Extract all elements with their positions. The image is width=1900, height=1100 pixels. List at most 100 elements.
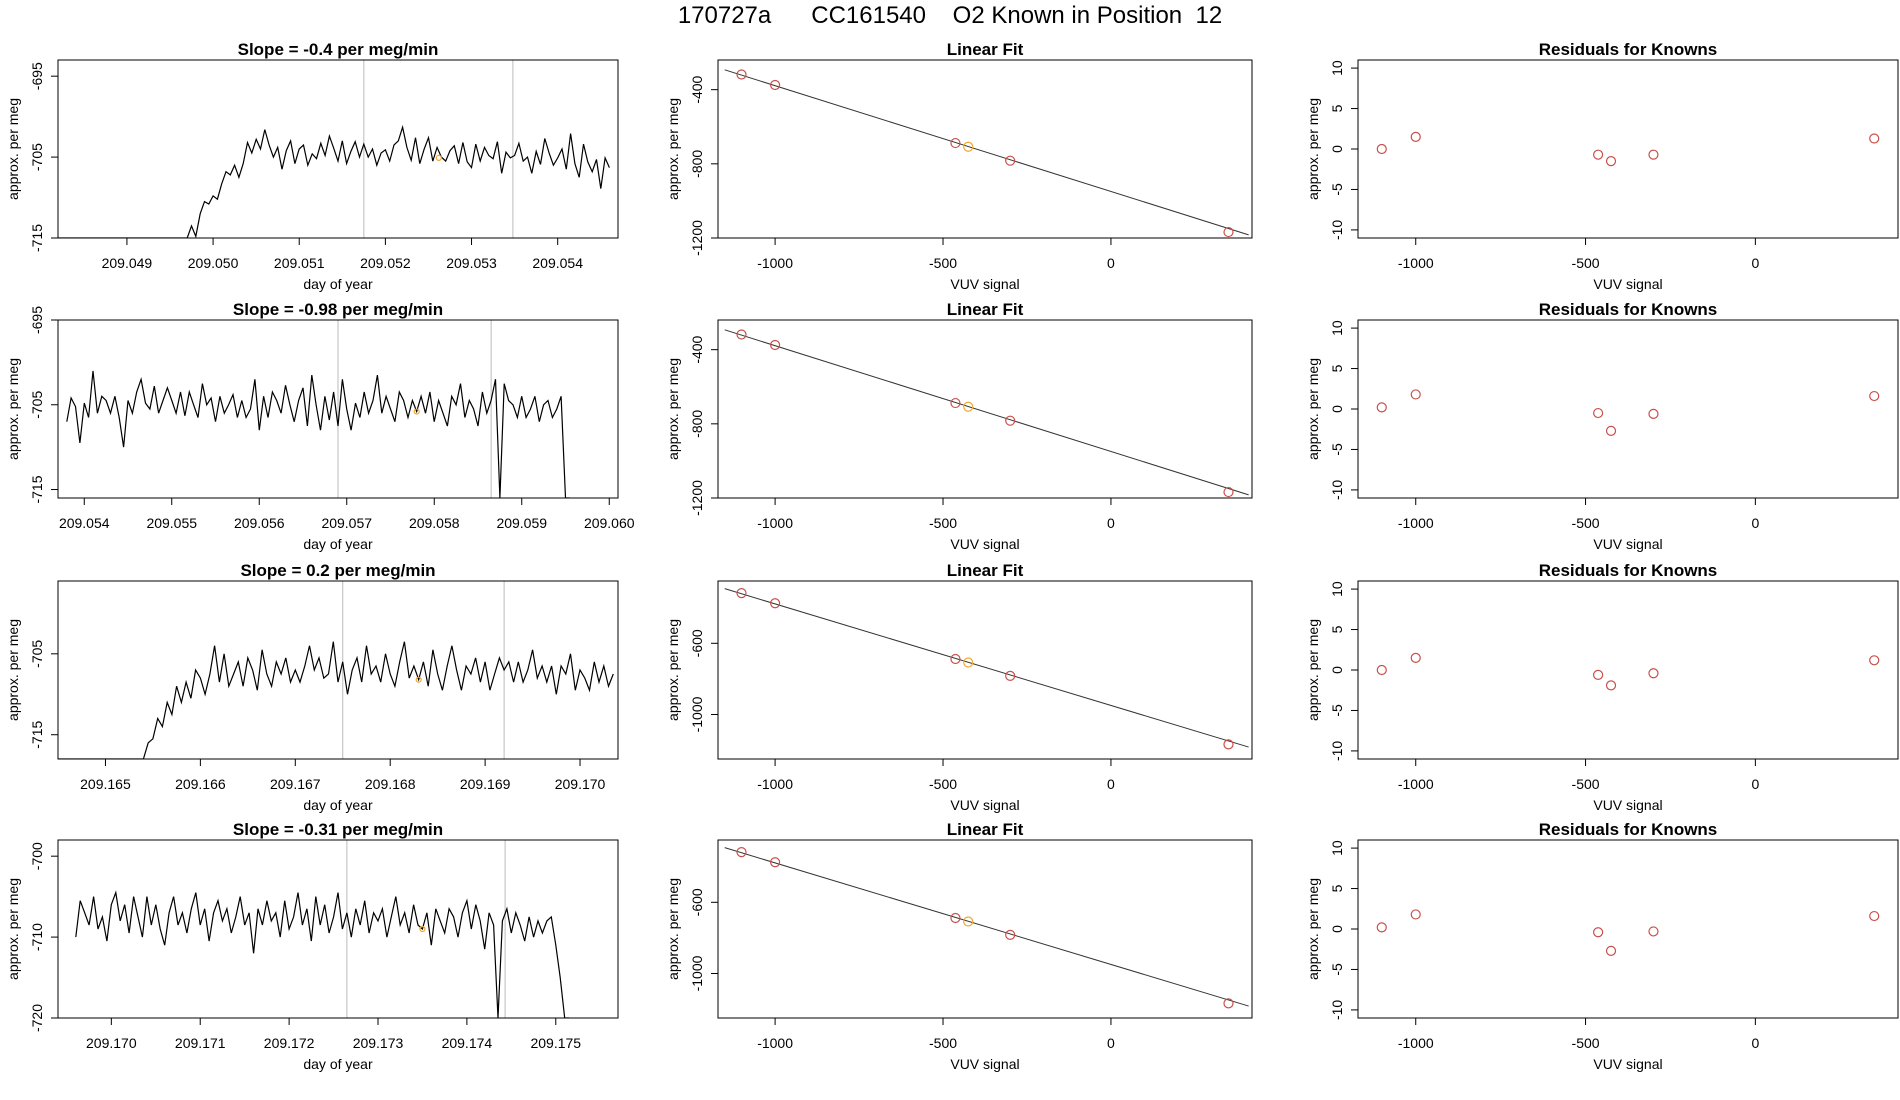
plot-area bbox=[724, 69, 1249, 238]
y-tick-label: -715 bbox=[29, 475, 45, 503]
x-tick-label: -1000 bbox=[1398, 1035, 1434, 1051]
panel-frame bbox=[1357, 59, 1899, 239]
x-tick-label: -500 bbox=[929, 776, 957, 792]
x-axis-label: VUV signal bbox=[950, 276, 1019, 292]
y-tick-label: -600 bbox=[689, 629, 705, 657]
known-point bbox=[1869, 655, 1880, 666]
highlight-point bbox=[963, 916, 974, 927]
y-tick-label: 10 bbox=[1329, 320, 1345, 336]
y-tick-label: 5 bbox=[1329, 625, 1345, 633]
known-point bbox=[1410, 389, 1421, 400]
panel-title: Residuals for Knowns bbox=[1539, 820, 1718, 839]
x-axis-label: VUV signal bbox=[950, 797, 1019, 813]
y-tick-label: -10 bbox=[1329, 741, 1345, 761]
x-tick-label: -1000 bbox=[1398, 255, 1434, 271]
panel-r0-c0: Slope = -0.4 per meg/min day of year appro… bbox=[5, 40, 619, 292]
known-point bbox=[1593, 407, 1604, 419]
x-tick-label: -1000 bbox=[1398, 776, 1434, 792]
x-tick-label: 209.175 bbox=[530, 1035, 581, 1051]
y-axis-label: approx. per meg bbox=[665, 98, 681, 200]
highlight-point bbox=[415, 676, 422, 683]
panel-r1-c2: Residuals for Knowns VUV signal approx. pe… bbox=[1305, 300, 1899, 552]
panel-title: Linear Fit bbox=[947, 820, 1024, 839]
plot-area bbox=[724, 847, 1249, 1009]
plot-area bbox=[1376, 652, 1880, 691]
plot-area bbox=[1376, 909, 1880, 956]
known-point bbox=[1376, 922, 1387, 933]
panel-r1-c0: Slope = -0.98 per meg/min day of year appr… bbox=[5, 300, 635, 552]
known-point bbox=[736, 847, 747, 858]
panel-r1-c1: Linear Fit VUV signal approx. per meg -1000… bbox=[665, 300, 1253, 552]
panel-frame bbox=[57, 839, 619, 1019]
panel-r2-c1: Linear Fit VUV signal approx. per meg -1000… bbox=[665, 561, 1253, 813]
y-tick-label: -695 bbox=[29, 306, 45, 334]
x-tick-label: 209.173 bbox=[353, 1035, 404, 1051]
y-tick-label: -800 bbox=[689, 410, 705, 438]
x-tick-label: 0 bbox=[1751, 515, 1759, 531]
panel-title: Residuals for Knowns bbox=[1539, 561, 1718, 580]
y-tick-label: 0 bbox=[1329, 145, 1345, 153]
x-axis-label: day of year bbox=[303, 276, 373, 292]
y-axis-label: approx. per meg bbox=[665, 619, 681, 721]
panel-r2-c2: Residuals for Knowns VUV signal approx. pe… bbox=[1305, 561, 1899, 813]
y-tick-label: -800 bbox=[689, 150, 705, 178]
x-tick-label: 0 bbox=[1751, 776, 1759, 792]
panel-frame bbox=[57, 59, 619, 239]
known-point bbox=[950, 653, 961, 665]
known-point bbox=[1005, 155, 1016, 166]
x-tick-label: 209.170 bbox=[86, 1035, 137, 1051]
x-tick-label: 209.169 bbox=[460, 776, 511, 792]
known-point bbox=[1648, 926, 1659, 937]
known-point bbox=[1869, 133, 1880, 144]
x-tick-label: 209.171 bbox=[175, 1035, 226, 1051]
y-axis-label: approx. per meg bbox=[5, 98, 21, 200]
plot-area bbox=[66, 320, 570, 498]
plot-area bbox=[1376, 131, 1880, 167]
panel-frame bbox=[1357, 839, 1899, 1019]
x-tick-label: 209.049 bbox=[102, 255, 153, 271]
highlight-point bbox=[963, 401, 974, 412]
x-tick-label: 209.050 bbox=[188, 255, 239, 271]
y-axis-label: approx. per meg bbox=[5, 358, 21, 460]
panel-title: Linear Fit bbox=[947, 40, 1024, 59]
y-tick-label: -600 bbox=[689, 888, 705, 916]
x-tick-label: 209.060 bbox=[584, 515, 635, 531]
known-point bbox=[1005, 670, 1016, 681]
panel-frame bbox=[717, 839, 1253, 1019]
x-tick-label: 0 bbox=[1107, 255, 1115, 271]
x-tick-label: 0 bbox=[1107, 1035, 1115, 1051]
known-point bbox=[1376, 402, 1387, 413]
y-tick-label: -5 bbox=[1329, 704, 1345, 717]
known-point bbox=[1223, 998, 1234, 1009]
known-point bbox=[1648, 668, 1659, 679]
y-axis-label: approx. per meg bbox=[665, 878, 681, 980]
x-axis-label: VUV signal bbox=[950, 1056, 1019, 1072]
panel-frame bbox=[57, 580, 619, 760]
known-point bbox=[736, 329, 747, 340]
known-point bbox=[769, 339, 781, 351]
x-tick-label: -1000 bbox=[757, 1035, 793, 1051]
x-axis-label: day of year bbox=[303, 536, 373, 552]
x-tick-label: 209.058 bbox=[409, 515, 460, 531]
y-tick-label: 10 bbox=[1329, 60, 1345, 76]
y-tick-label: -715 bbox=[29, 224, 45, 252]
highlight-point bbox=[419, 925, 426, 933]
y-tick-label: -5 bbox=[1329, 963, 1345, 976]
x-axis-label: VUV signal bbox=[1593, 797, 1662, 813]
known-point bbox=[950, 397, 961, 409]
x-tick-label: 209.168 bbox=[365, 776, 416, 792]
y-axis-label: approx. per meg bbox=[1305, 358, 1321, 460]
panel-r0-c2: Residuals for Knowns VUV signal approx. pe… bbox=[1305, 40, 1899, 292]
y-tick-label: -5 bbox=[1329, 443, 1345, 456]
known-point bbox=[1223, 739, 1234, 750]
x-tick-label: -500 bbox=[1572, 255, 1600, 271]
x-tick-label: 209.057 bbox=[321, 515, 372, 531]
known-point bbox=[736, 588, 747, 599]
plot-area bbox=[58, 581, 614, 759]
known-point bbox=[1005, 415, 1016, 426]
x-tick-label: 209.056 bbox=[234, 515, 285, 531]
known-point bbox=[1223, 486, 1234, 498]
x-tick-label: 0 bbox=[1751, 255, 1759, 271]
y-tick-label: -10 bbox=[1329, 1000, 1345, 1020]
panel-title: Residuals for Knowns bbox=[1539, 40, 1718, 59]
